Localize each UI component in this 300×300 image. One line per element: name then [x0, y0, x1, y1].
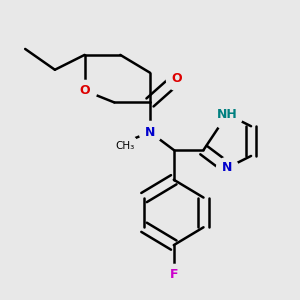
- Text: F: F: [169, 268, 178, 281]
- Text: O: O: [79, 84, 90, 97]
- Text: NH: NH: [217, 108, 238, 121]
- Text: N: N: [222, 161, 232, 174]
- Text: CH₃: CH₃: [115, 140, 134, 151]
- Text: O: O: [171, 72, 182, 85]
- Text: N: N: [145, 126, 155, 139]
